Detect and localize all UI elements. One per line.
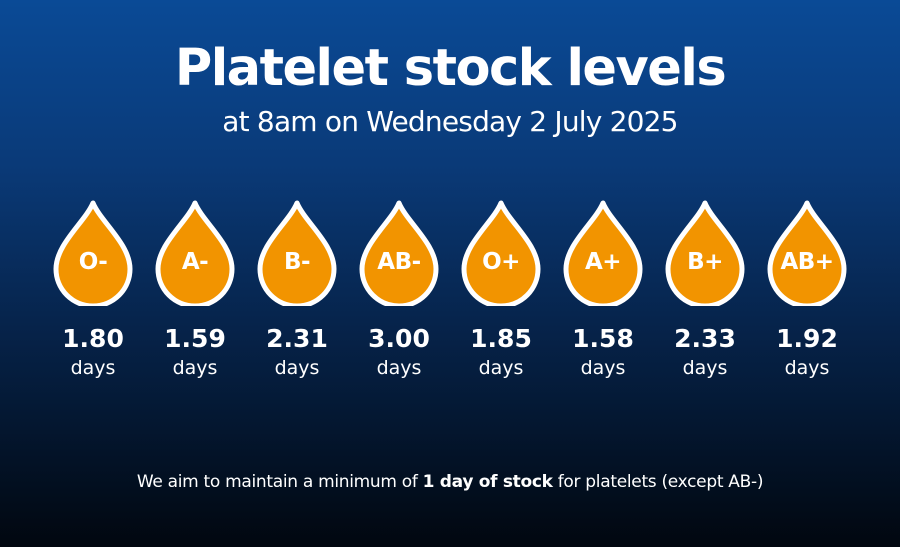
blood-drop-icon: [257, 200, 337, 306]
stock-days-unit: days: [784, 357, 830, 379]
blood-group-label: A+: [584, 249, 622, 275]
page-subtitle: at 8am on Wednesday 2 July 2025: [222, 105, 678, 138]
blood-drop-icon: [767, 200, 847, 306]
blood-group-item: A- 1.59 days: [140, 200, 250, 390]
blood-group-label: O-: [78, 249, 108, 275]
note-text-after: for platelets (except AB-): [552, 472, 764, 492]
stock-days-value: 1.92: [776, 324, 838, 353]
blood-group-list: O- 1.80 days A- 1.59 days B- 2.31 days A…: [0, 200, 900, 400]
stock-days-value: 2.33: [674, 324, 736, 353]
blood-group-label: AB+: [780, 249, 834, 275]
blood-group-item: B+ 2.33 days: [650, 200, 760, 390]
stock-target-note: We aim to maintain a minimum of 1 day of…: [0, 469, 900, 495]
stock-days-value: 2.31: [266, 324, 328, 353]
blood-group-label: AB-: [377, 249, 421, 275]
blood-drop-icon: [665, 200, 745, 306]
blood-group-label: B+: [687, 249, 723, 275]
blood-group-item: AB+ 1.92 days: [752, 200, 862, 390]
blood-group-label: B-: [283, 249, 311, 275]
stock-days-unit: days: [172, 357, 218, 379]
blood-group-item: O- 1.80 days: [38, 200, 148, 390]
blood-drop-icon: [461, 200, 541, 306]
blood-group-label: A-: [181, 249, 209, 275]
blood-group-item: A+ 1.58 days: [548, 200, 658, 390]
stock-days-value: 1.80: [62, 324, 124, 353]
stock-days-unit: days: [478, 357, 524, 379]
blood-group-item: AB- 3.00 days: [344, 200, 454, 390]
stock-days-value: 1.85: [470, 324, 532, 353]
note-emphasis: 1 day of stock: [422, 472, 553, 492]
blood-group-label: O+: [482, 249, 520, 275]
page-title: Platelet stock levels: [174, 39, 727, 98]
stock-days-unit: days: [274, 357, 320, 379]
stock-days-unit: days: [682, 357, 728, 379]
stock-days-value: 1.58: [572, 324, 634, 353]
blood-drop-icon: [53, 200, 133, 306]
stock-days-value: 3.00: [368, 324, 430, 353]
note-text-before: We aim to maintain a minimum of: [136, 472, 423, 492]
blood-group-item: O+ 1.85 days: [446, 200, 556, 390]
stock-days-value: 1.59: [164, 324, 226, 353]
blood-drop-icon: [155, 200, 235, 306]
stock-days-unit: days: [580, 357, 626, 379]
blood-drop-icon: [359, 200, 439, 306]
stock-days-unit: days: [70, 357, 116, 379]
blood-group-item: B- 2.31 days: [242, 200, 352, 390]
stock-days-unit: days: [376, 357, 422, 379]
blood-drop-icon: [563, 200, 643, 306]
